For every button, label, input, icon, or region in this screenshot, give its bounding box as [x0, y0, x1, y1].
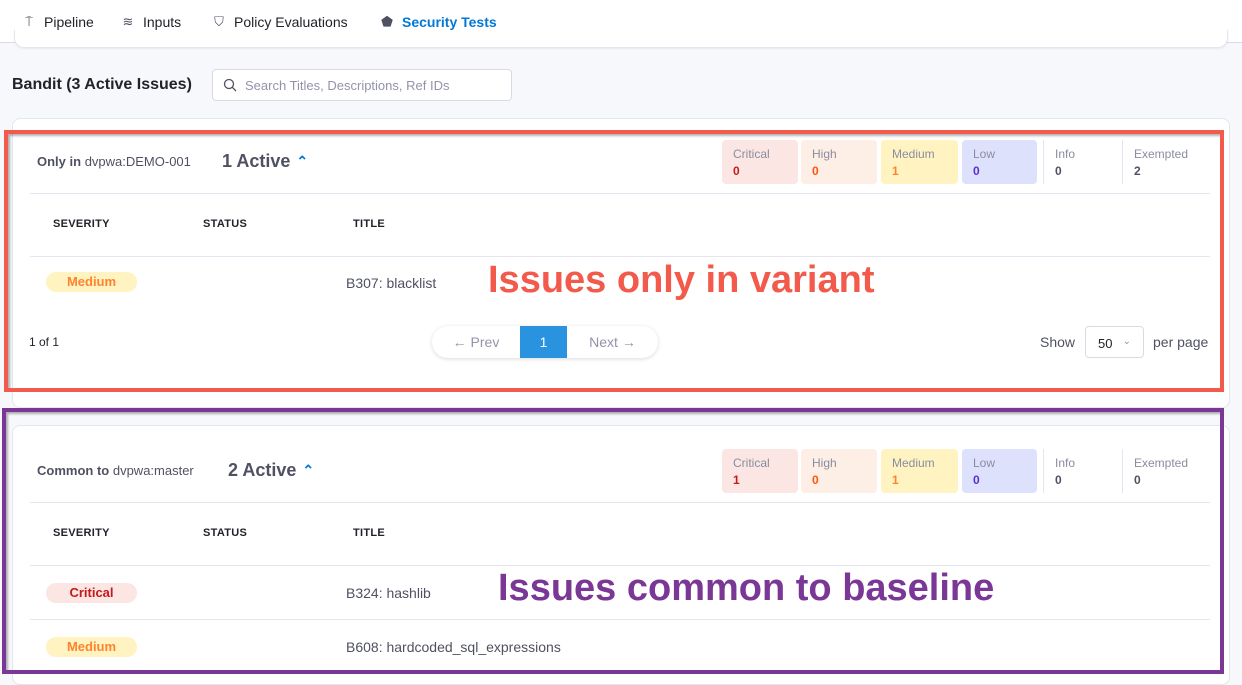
count-value: 1 — [892, 473, 899, 487]
count-value: 2 — [1134, 164, 1141, 178]
column-header-title[interactable]: TITLE — [353, 527, 386, 539]
count-value: 1 — [733, 473, 740, 487]
per-page-label: per page — [1153, 334, 1209, 350]
show-label: Show — [1040, 334, 1076, 350]
count-label: Exempted — [1134, 147, 1189, 161]
count-low: Low 0 — [962, 140, 1037, 184]
tab-inputs[interactable]: ≋ Inputs — [121, 12, 182, 32]
count-value: 0 — [1055, 164, 1062, 178]
count-medium: Medium 1 — [881, 449, 958, 493]
search-input[interactable] — [245, 77, 505, 93]
count-label: Low — [973, 456, 996, 470]
active-count-toggle[interactable]: 2 Active ⌃ — [228, 460, 315, 480]
variant-annotation-text: Issues only in variant — [488, 259, 875, 301]
count-label: Medium — [892, 456, 935, 470]
tab-label: Pipeline — [44, 14, 94, 30]
column-header-severity[interactable]: SEVERITY — [53, 527, 110, 539]
count-medium: Medium 1 — [881, 140, 958, 184]
issue-title-link[interactable]: B608: hardcoded_sql_expressions — [346, 639, 561, 655]
chevron-up-icon: ⌃ — [296, 153, 309, 169]
count-label: High — [812, 456, 837, 470]
section-header-label: Only in dvpwa:DEMO-001 — [37, 154, 191, 169]
pagination: ← Prev 1 Next → — [432, 326, 658, 358]
count-value: 0 — [812, 473, 819, 487]
security-shield-icon: ⬟ — [381, 14, 393, 29]
tab-label: Policy Evaluations — [234, 14, 348, 30]
issue-title-link[interactable]: B324: hashlib — [346, 585, 431, 601]
count-label: Exempted — [1134, 456, 1189, 470]
count-critical: Critical 0 — [722, 140, 798, 184]
count-value: 0 — [812, 164, 819, 178]
severity-badge: Medium — [46, 272, 137, 292]
summary-card — [14, 30, 1228, 48]
prev-button[interactable]: ← Prev — [452, 334, 500, 350]
count-high: High 0 — [801, 449, 877, 493]
tab-security-tests[interactable]: ⬟ Security Tests — [380, 12, 497, 32]
count-label: Info — [1055, 147, 1076, 161]
tab-pipeline[interactable]: ⍑ Pipeline — [22, 12, 94, 32]
tab-label: Inputs — [143, 14, 182, 30]
severity-badge: Medium — [46, 637, 137, 657]
count-value: 0 — [1134, 473, 1141, 487]
count-value: 0 — [1055, 473, 1062, 487]
pipeline-icon: ⍑ — [25, 14, 33, 29]
column-header-status[interactable]: STATUS — [203, 218, 248, 230]
search-box[interactable] — [212, 69, 512, 101]
tab-policy-evaluations[interactable]: ⛉ Policy Evaluations — [212, 12, 348, 32]
count-label: Medium — [892, 147, 935, 161]
chevron-down-icon: ⌄ — [1122, 336, 1131, 347]
count-value: 0 — [733, 164, 740, 178]
column-header-status[interactable]: STATUS — [203, 527, 248, 539]
chevron-up-icon: ⌃ — [302, 462, 315, 478]
count-high: High 0 — [801, 140, 877, 184]
search-icon — [223, 78, 237, 92]
count-value: 0 — [973, 473, 980, 487]
next-button[interactable]: Next → — [589, 334, 636, 350]
column-header-title[interactable]: TITLE — [353, 218, 386, 230]
severity-badge: Critical — [46, 583, 137, 603]
count-label: Info — [1055, 456, 1076, 470]
tab-label: Security Tests — [402, 14, 497, 30]
count-low: Low 0 — [962, 449, 1037, 493]
count-label: Critical — [733, 147, 770, 161]
count-exempted: Exempted 0 — [1122, 449, 1210, 493]
pagination-summary: 1 of 1 — [29, 335, 60, 349]
shield-check-icon: ⛉ — [214, 14, 224, 29]
page-1-button[interactable]: 1 — [520, 326, 567, 358]
inputs-icon: ≋ — [122, 14, 134, 29]
column-header-severity[interactable]: SEVERITY — [53, 218, 110, 230]
issue-title-link[interactable]: B307: blacklist — [346, 275, 437, 291]
count-info: Info 0 — [1043, 449, 1118, 493]
count-value: 0 — [973, 164, 980, 178]
count-label: Low — [973, 147, 996, 161]
count-value: 1 — [892, 164, 899, 178]
active-count-toggle[interactable]: 1 Active ⌃ — [222, 151, 309, 171]
count-label: High — [812, 147, 837, 161]
count-info: Info 0 — [1043, 140, 1118, 184]
section-header-label: Common to dvpwa:master — [37, 463, 194, 478]
count-critical: Critical 1 — [722, 449, 798, 493]
count-label: Critical — [733, 456, 770, 470]
count-exempted: Exempted 2 — [1122, 140, 1210, 184]
scanner-title: Bandit (3 Active Issues) — [12, 76, 192, 93]
baseline-annotation-text: Issues common to baseline — [498, 567, 995, 609]
per-page-select[interactable]: 50 ⌄ — [1085, 326, 1144, 358]
